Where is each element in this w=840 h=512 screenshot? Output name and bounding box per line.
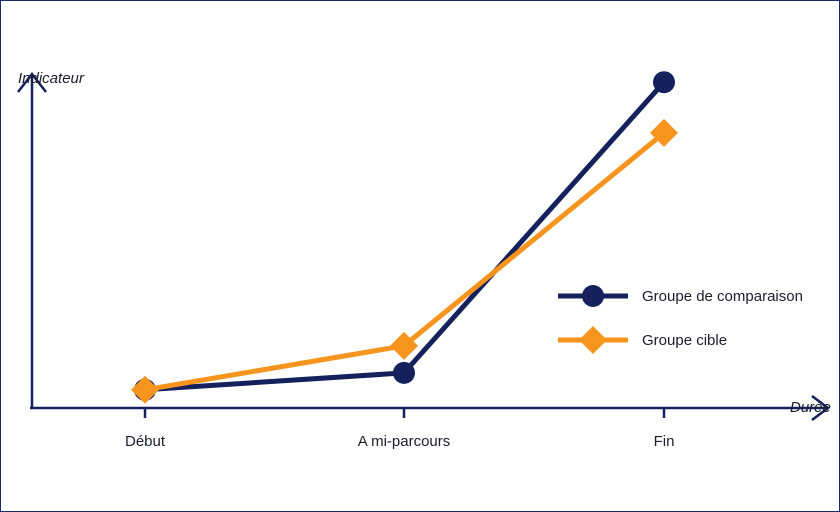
legend-label: Groupe de comparaison (642, 288, 803, 305)
x-tick-label: Fin (654, 433, 675, 450)
legend-label: Groupe cible (642, 332, 727, 349)
x-tick-label: Début (125, 433, 166, 450)
comparison-data-point (653, 71, 675, 94)
x-axis-arrow (811, 395, 831, 421)
x-tick-label: A mi-parcours (358, 433, 451, 450)
target-data-point (390, 331, 418, 360)
x-axis-title: Durée (790, 399, 831, 416)
legend-marker (582, 285, 604, 307)
comparison-data-point (393, 361, 415, 384)
legend: Groupe de comparaison Groupe cible (558, 285, 803, 354)
target-data-point (650, 118, 678, 147)
y-axis-arrow (17, 71, 47, 93)
y-axis-title: Indicateur (18, 70, 85, 87)
legend-marker (579, 326, 607, 354)
x-ticks: Début A mi-parcours Fin (125, 408, 674, 450)
series-group (131, 71, 678, 404)
target-data-point (131, 375, 159, 404)
